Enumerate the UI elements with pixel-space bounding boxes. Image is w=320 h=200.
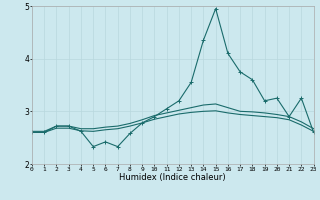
X-axis label: Humidex (Indice chaleur): Humidex (Indice chaleur) — [119, 173, 226, 182]
